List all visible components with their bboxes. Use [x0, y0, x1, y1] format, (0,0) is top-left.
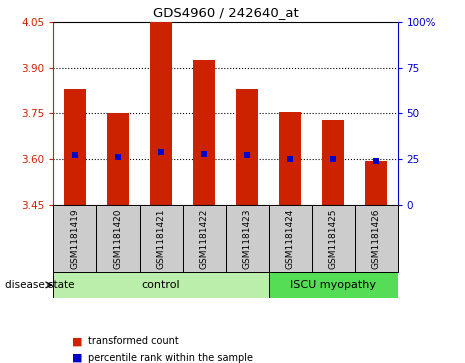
Bar — [312, 205, 354, 272]
Bar — [365, 161, 387, 205]
Text: control: control — [142, 280, 180, 290]
Bar — [193, 60, 215, 205]
Bar — [150, 22, 172, 205]
Text: ■: ■ — [72, 336, 83, 346]
Bar — [236, 89, 258, 205]
Bar — [107, 113, 129, 205]
Text: GSM1181420: GSM1181420 — [113, 208, 122, 269]
Bar — [64, 89, 86, 205]
Bar — [53, 205, 97, 272]
Text: ■: ■ — [72, 352, 83, 363]
Text: disease state: disease state — [5, 280, 74, 290]
Text: ISCU myopathy: ISCU myopathy — [290, 280, 376, 290]
Text: GSM1181423: GSM1181423 — [243, 208, 252, 269]
Text: GSM1181422: GSM1181422 — [199, 208, 208, 269]
Bar — [354, 205, 398, 272]
Text: GSM1181424: GSM1181424 — [286, 208, 294, 269]
Text: percentile rank within the sample: percentile rank within the sample — [88, 352, 253, 363]
Title: GDS4960 / 242640_at: GDS4960 / 242640_at — [153, 6, 299, 19]
Text: GSM1181426: GSM1181426 — [372, 208, 380, 269]
Bar — [268, 272, 398, 298]
Bar — [140, 205, 182, 272]
Bar — [226, 205, 268, 272]
Text: transformed count: transformed count — [88, 336, 179, 346]
Bar — [182, 205, 226, 272]
Text: GSM1181419: GSM1181419 — [71, 208, 80, 269]
Bar — [97, 205, 140, 272]
Bar — [322, 119, 344, 205]
Text: GSM1181421: GSM1181421 — [157, 208, 166, 269]
Bar — [53, 272, 268, 298]
Bar — [268, 205, 312, 272]
Bar — [279, 112, 301, 205]
Text: GSM1181425: GSM1181425 — [329, 208, 338, 269]
